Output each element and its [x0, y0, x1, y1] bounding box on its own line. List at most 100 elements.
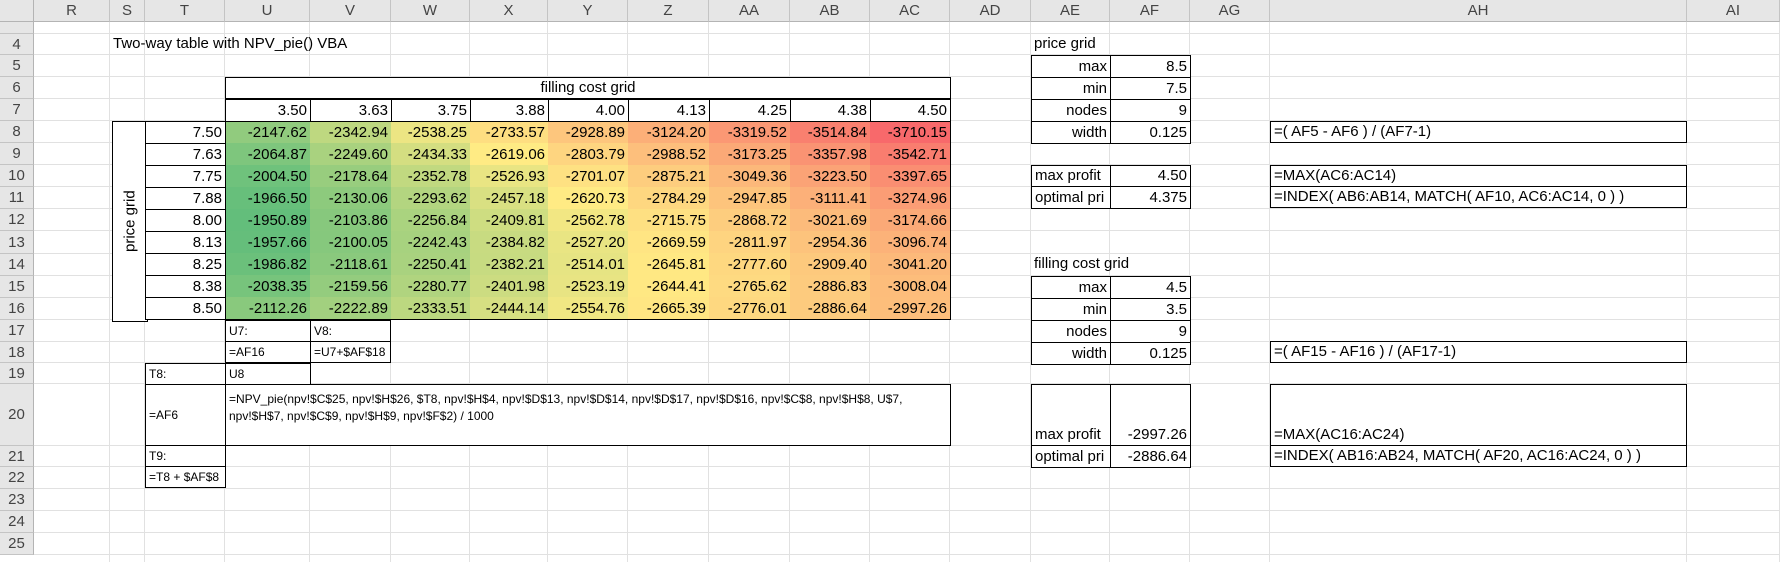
price-header[interactable]: 8.25 [145, 253, 226, 276]
npv-cell[interactable]: -2118.61 [310, 253, 391, 275]
row-header-7[interactable]: 7 [0, 99, 34, 121]
row-header-12[interactable]: 12 [0, 209, 34, 231]
npv-cell[interactable]: -2004.50 [225, 165, 310, 187]
optimal-price-formula-1[interactable]: =INDEX( AB6:AB14, MATCH( AF10, AC6:AC14,… [1270, 186, 1687, 208]
npv-cell[interactable]: -3357.98 [790, 143, 870, 165]
npv-cell[interactable]: -2619.06 [470, 143, 548, 165]
price-header[interactable]: 7.75 [145, 165, 226, 188]
price-header[interactable]: 8.38 [145, 275, 226, 298]
row-header-25[interactable]: 25 [0, 533, 34, 555]
npv-cell[interactable]: -2103.86 [310, 209, 391, 231]
npv-cell[interactable]: -3096.74 [870, 231, 950, 253]
npv-cell[interactable]: -2644.41 [628, 275, 709, 297]
npv-cell[interactable]: -2997.26 [870, 297, 950, 319]
npv-cell[interactable]: -2527.20 [548, 231, 628, 253]
npv-cell[interactable]: -2100.05 [310, 231, 391, 253]
npv-cell[interactable]: -2715.75 [628, 209, 709, 231]
npv-cell[interactable]: -2928.89 [548, 121, 628, 143]
npv-cell[interactable]: -2776.01 [709, 297, 790, 319]
npv-cell[interactable]: -2382.21 [470, 253, 548, 275]
npv-cell[interactable]: -3124.20 [628, 121, 709, 143]
column-header-r[interactable]: R [34, 0, 110, 22]
results-1-label[interactable]: optimal pri [1031, 186, 1111, 209]
row-header-8[interactable]: 8 [0, 121, 34, 143]
price-grid-label[interactable]: max [1031, 55, 1111, 78]
npv-cell[interactable]: -2701.07 [548, 165, 628, 187]
col-grid-label[interactable]: filling cost grid [225, 77, 951, 99]
npv-cell[interactable]: -2526.93 [470, 165, 548, 187]
column-header-ad[interactable]: AD [950, 0, 1031, 22]
price-grid-value[interactable]: 0.125 [1110, 121, 1191, 144]
npv-cell[interactable]: -3041.20 [870, 253, 950, 275]
row-header-9[interactable]: 9 [0, 143, 34, 165]
filling-cost-header[interactable]: 3.50 [225, 99, 311, 122]
npv-cell[interactable]: -2947.85 [709, 187, 790, 209]
npv-cell[interactable]: -2178.64 [310, 165, 391, 187]
row-grid-label[interactable]: price grid [112, 121, 148, 322]
npv-cell[interactable]: -2669.59 [628, 231, 709, 253]
results-2-label[interactable]: optimal pri [1031, 445, 1111, 468]
row-header-13[interactable]: 13 [0, 231, 34, 254]
column-header-v[interactable]: V [310, 0, 391, 22]
price-grid-title[interactable]: price grid [1034, 35, 1096, 52]
npv-cell[interactable]: -2249.60 [310, 143, 391, 165]
filling-cost-header[interactable]: 4.00 [548, 99, 629, 122]
price-header[interactable]: 8.50 [145, 297, 226, 320]
price-header[interactable]: 8.13 [145, 231, 226, 254]
npv-cell[interactable]: -2988.52 [628, 143, 709, 165]
fill-grid-title[interactable]: filling cost grid [1034, 255, 1130, 272]
row-header-23[interactable]: 23 [0, 489, 34, 511]
results-1-label[interactable]: max profit [1031, 165, 1111, 187]
row-header-21[interactable]: 21 [0, 446, 34, 467]
fill-grid-label[interactable]: width [1031, 342, 1111, 365]
price-grid-value[interactable]: 8.5 [1110, 55, 1191, 78]
note-u8-formula[interactable]: =NPV_pie(npv!$C$25, npv!$H$26, $T8, npv!… [225, 384, 951, 446]
npv-cell[interactable]: -2147.62 [225, 121, 310, 143]
optimal-price-formula-2[interactable]: =INDEX( AB16:AB24, MATCH( AF20, AC16:AC2… [1270, 445, 1687, 467]
price-header[interactable]: 8.00 [145, 209, 226, 232]
fill-grid-label[interactable]: min [1031, 298, 1111, 321]
note-v8-formula[interactable]: =U7+$AF$18 [310, 341, 391, 363]
row-header-22[interactable]: 22 [0, 467, 34, 489]
note-t8-formula[interactable]: =AF6 [145, 384, 226, 446]
results-2-value[interactable]: -2997.26 [1110, 384, 1191, 446]
note-u7-formula[interactable]: =AF16 [225, 341, 311, 363]
npv-cell[interactable]: -2645.81 [628, 253, 709, 275]
npv-cell[interactable]: -2352.78 [391, 165, 470, 187]
row-header-18[interactable]: 18 [0, 342, 34, 363]
note-t9-label[interactable]: T9: [145, 445, 226, 467]
npv-cell[interactable]: -1966.50 [225, 187, 310, 209]
npv-cell[interactable]: -2444.14 [470, 297, 548, 319]
fill-grid-value[interactable]: 3.5 [1110, 298, 1191, 321]
column-header-ah[interactable]: AH [1270, 0, 1687, 22]
npv-cell[interactable]: -3319.52 [709, 121, 790, 143]
npv-cell[interactable]: -2064.87 [225, 143, 310, 165]
npv-cell[interactable]: -3174.66 [870, 209, 950, 231]
npv-cell[interactable]: -2886.83 [790, 275, 870, 297]
npv-cell[interactable]: -3008.04 [870, 275, 950, 297]
npv-cell[interactable]: -2159.56 [310, 275, 391, 297]
npv-cell[interactable]: -1986.82 [225, 253, 310, 275]
npv-cell[interactable]: -1957.66 [225, 231, 310, 253]
npv-cell[interactable]: -2280.77 [391, 275, 470, 297]
results-2-label[interactable]: max profit [1031, 384, 1111, 446]
price-header[interactable]: 7.63 [145, 143, 226, 166]
npv-cell[interactable]: -3173.25 [709, 143, 790, 165]
npv-cell[interactable]: -2803.79 [548, 143, 628, 165]
max-profit-formula-2[interactable]: =MAX(AC16:AC24) [1270, 384, 1687, 446]
results-1-value[interactable]: 4.375 [1110, 186, 1191, 209]
npv-cell[interactable]: -2130.06 [310, 187, 391, 209]
price-grid-value[interactable]: 7.5 [1110, 77, 1191, 100]
npv-cell[interactable]: -3514.84 [790, 121, 870, 143]
filling-cost-header[interactable]: 4.38 [790, 99, 871, 122]
npv-cell[interactable]: -2811.97 [709, 231, 790, 253]
column-header-s[interactable]: S [110, 0, 145, 22]
npv-cell[interactable]: -2342.94 [310, 121, 391, 143]
filling-cost-header[interactable]: 3.63 [310, 99, 392, 122]
npv-cell[interactable]: -2620.73 [548, 187, 628, 209]
fill-grid-value[interactable]: 9 [1110, 320, 1191, 343]
npv-cell[interactable]: -2538.25 [391, 121, 470, 143]
column-header-z[interactable]: Z [628, 0, 709, 22]
npv-cell[interactable]: -2665.39 [628, 297, 709, 319]
npv-cell[interactable]: -1950.89 [225, 209, 310, 231]
